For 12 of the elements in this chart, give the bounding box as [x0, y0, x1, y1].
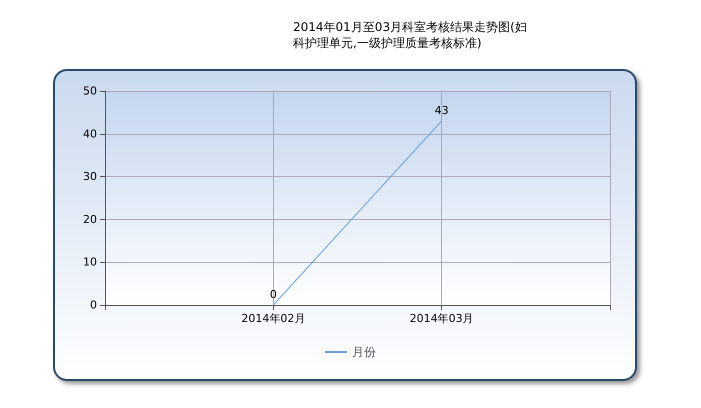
chart-title: 2014年01月至03月科室考核结果走势图(妇科护理单元,一级护理质量考核标准)	[293, 20, 527, 50]
y-tick-label: 20	[83, 212, 97, 226]
y-tick-label: 50	[83, 84, 97, 98]
y-tick-label: 40	[83, 127, 97, 140]
y-tick-label: 0	[90, 298, 97, 312]
y-tick-label: 30	[83, 170, 97, 184]
y-tick-label: 10	[83, 256, 97, 269]
legend-label: 月份	[352, 345, 376, 359]
x-tick-label: 2014年02月	[241, 312, 306, 325]
data-label: 43	[434, 104, 449, 117]
x-tick-label: 2014年03月	[410, 312, 474, 325]
data-label: 0	[270, 288, 277, 301]
